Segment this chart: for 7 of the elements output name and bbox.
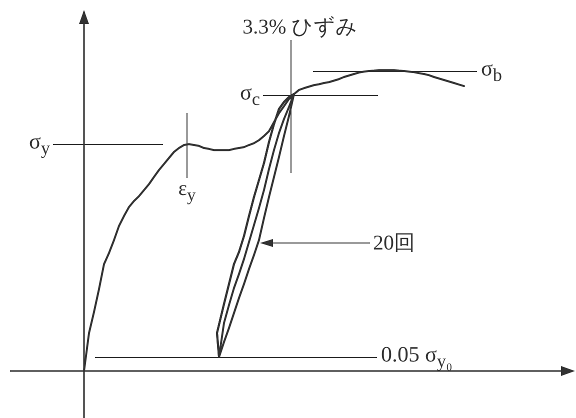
ref-line-label: 0.05 σ$_{y₀}$: [381, 341, 452, 371]
annotation: 20回: [373, 230, 415, 254]
ref-line-label: σ$_{y}$: [28, 128, 50, 158]
ref-line-label: σ$_{b}$: [481, 56, 502, 85]
text: 3.3% ひずみ: [242, 14, 358, 38]
annotation: ε$_{y}$: [178, 176, 196, 204]
ref-line-label: σ$_{c}$: [240, 80, 260, 110]
